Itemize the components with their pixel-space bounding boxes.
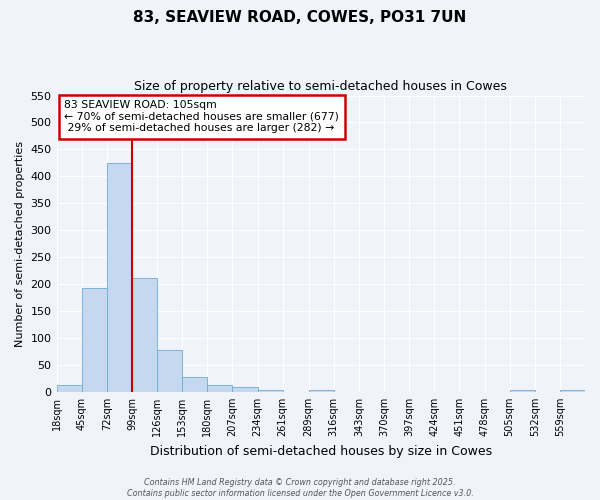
Bar: [257, 390, 283, 392]
Bar: [56, 385, 82, 392]
Title: Size of property relative to semi-detached houses in Cowes: Size of property relative to semi-detach…: [134, 80, 507, 93]
Bar: [82, 288, 107, 392]
Bar: [107, 163, 132, 392]
Bar: [207, 385, 232, 392]
Bar: [132, 278, 157, 392]
Text: Contains HM Land Registry data © Crown copyright and database right 2025.
Contai: Contains HM Land Registry data © Crown c…: [127, 478, 473, 498]
Text: 83 SEAVIEW ROAD: 105sqm
← 70% of semi-detached houses are smaller (677)
 29% of : 83 SEAVIEW ROAD: 105sqm ← 70% of semi-de…: [64, 100, 340, 133]
Bar: [308, 390, 334, 392]
Bar: [157, 350, 182, 392]
Bar: [232, 387, 257, 392]
Bar: [509, 390, 535, 392]
X-axis label: Distribution of semi-detached houses by size in Cowes: Distribution of semi-detached houses by …: [150, 444, 492, 458]
Bar: [560, 390, 585, 392]
Bar: [182, 377, 207, 392]
Y-axis label: Number of semi-detached properties: Number of semi-detached properties: [15, 140, 25, 346]
Text: 83, SEAVIEW ROAD, COWES, PO31 7UN: 83, SEAVIEW ROAD, COWES, PO31 7UN: [133, 10, 467, 25]
